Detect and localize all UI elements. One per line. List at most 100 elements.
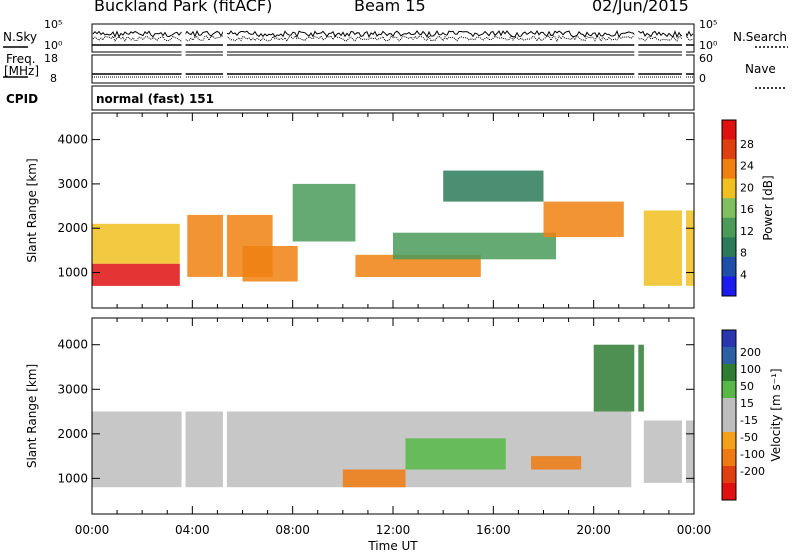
- velocity-colorbar-tick: 50: [740, 380, 754, 393]
- data-gap-marker: [634, 25, 639, 82]
- power-data-cell: [393, 232, 556, 260]
- power-ytick-label: 3000: [57, 177, 88, 191]
- velocity-colorbar-tick: -50: [740, 431, 758, 444]
- xtick-label: 00:00: [75, 523, 110, 537]
- velocity-colorbar-segment: [722, 381, 736, 399]
- nave-label: Nave: [745, 62, 776, 76]
- velocity-data-cell: [342, 469, 406, 488]
- power-colorbar-label: Power [dB]: [761, 175, 775, 240]
- xtick-label: 16:00: [476, 523, 511, 537]
- power-data-gap: [634, 113, 639, 308]
- xtick-label: 00:00: [677, 523, 712, 537]
- velocity-data-gap: [181, 318, 186, 514]
- nsky-tick: 10⁰: [44, 39, 63, 52]
- power-colorbar-tick: 20: [740, 181, 754, 194]
- power-data-cell: [643, 210, 694, 286]
- power-ylabel: Slant Range [km]: [25, 158, 39, 262]
- power-colorbar-segment: [722, 237, 736, 258]
- velocity-colorbar-segment: [722, 398, 736, 416]
- power-colorbar-segment: [722, 120, 736, 141]
- velocity-colorbar-segment: [722, 432, 736, 450]
- power-data-cell: [92, 263, 180, 286]
- data-gap-marker: [681, 25, 686, 82]
- nsky-tick: 10⁵: [44, 18, 62, 31]
- xtick-label: 12:00: [376, 523, 411, 537]
- power-colorbar-tick: 12: [740, 225, 754, 238]
- power-colorbar-tick: 4: [740, 268, 747, 281]
- power-colorbar-segment: [722, 178, 736, 199]
- velocity-ylabel: Slant Range [km]: [25, 364, 39, 468]
- velocity-ytick-label: 1000: [57, 471, 88, 485]
- velocity-colorbar-tick: 200: [740, 346, 761, 359]
- freq-tick: 18: [44, 52, 58, 65]
- nsky-trace: [92, 29, 694, 39]
- freq-unit: [MHz]: [4, 64, 40, 78]
- cpid-panel-frame: [91, 85, 695, 111]
- date-title: 02/Jun/2015: [592, 0, 689, 15]
- power-data-cell: [543, 201, 624, 238]
- nsearch-label: N.Search: [733, 30, 788, 44]
- velocity-data-gap: [222, 318, 227, 514]
- power-ytick-label: 1000: [57, 266, 88, 280]
- xlabel: Time UT: [367, 539, 418, 553]
- velocity-ytick-label: 4000: [57, 338, 88, 352]
- velocity-colorbar-tick: 100: [740, 363, 761, 376]
- nsearch-tick: 10⁰: [699, 39, 718, 52]
- nave-tick: 0: [699, 72, 706, 85]
- power-colorbar-segment: [722, 276, 736, 297]
- xtick-label: 04:00: [175, 523, 210, 537]
- power-data-gap: [681, 113, 686, 308]
- power-data-cell: [292, 183, 356, 242]
- velocity-data-gap: [681, 318, 686, 514]
- nsky-panel-frame: [91, 23, 695, 53]
- velocity-colorbar-segment: [722, 449, 736, 467]
- power-ytick-label: 2000: [57, 221, 88, 235]
- velocity-ytick-label: 2000: [57, 427, 88, 441]
- velocity-data-cell: [643, 420, 694, 483]
- power-colorbar-tick: 28: [740, 138, 754, 151]
- power-colorbar-segment: [722, 139, 736, 160]
- velocity-colorbar-segment: [722, 466, 736, 484]
- nsky-label: N.Sky: [3, 30, 38, 44]
- power-colorbar-segment: [722, 256, 736, 277]
- velocity-colorbar-tick: 15: [740, 397, 754, 410]
- power-colorbar-segment: [722, 159, 736, 180]
- power-colorbar-tick: 8: [740, 247, 747, 260]
- cpid-value: normal (fast) 151: [96, 92, 214, 106]
- velocity-ytick-label: 3000: [57, 382, 88, 396]
- power-data-gap: [222, 113, 227, 308]
- velocity-colorbar-tick: -15: [740, 414, 758, 427]
- power-colorbar-frame: [721, 119, 737, 297]
- data-gap-marker: [222, 25, 227, 82]
- xtick-label: 20:00: [576, 523, 611, 537]
- power-data-cell: [355, 254, 481, 277]
- velocity-colorbar-segment: [722, 364, 736, 382]
- power-data-cell: [443, 170, 544, 202]
- velocity-colorbar-frame: [721, 329, 737, 501]
- velocity-colorbar-segment: [722, 347, 736, 365]
- beam-title: Beam 15: [354, 0, 426, 15]
- power-ytick-label: 4000: [57, 133, 88, 147]
- freq-panel-frame: [91, 54, 695, 84]
- power-data-gap: [181, 113, 186, 308]
- power-data-cell: [242, 246, 298, 282]
- velocity-data-cell: [405, 438, 506, 470]
- power-data-cell: [92, 223, 180, 264]
- freq-tick: 8: [50, 72, 57, 85]
- power-colorbar-segment: [722, 198, 736, 219]
- nsearch-trace: [92, 34, 694, 43]
- velocity-colorbar-segment: [722, 415, 736, 433]
- velocity-colorbar-label: Velocity [m s⁻¹]: [769, 368, 783, 461]
- velocity-colorbar-segment: [722, 330, 736, 348]
- velocity-colorbar-tick: -100: [740, 448, 765, 461]
- cpid-label: CPID: [6, 92, 39, 106]
- velocity-data-gap: [634, 318, 639, 514]
- velocity-colorbar-tick: -200: [740, 465, 765, 478]
- xtick-label: 08:00: [275, 523, 310, 537]
- power-colorbar-tick: 16: [740, 203, 754, 216]
- data-gap-marker: [181, 25, 186, 82]
- nsearch-tick: 10⁵: [699, 18, 717, 31]
- station-title: Buckland Park (fitACF): [94, 0, 273, 15]
